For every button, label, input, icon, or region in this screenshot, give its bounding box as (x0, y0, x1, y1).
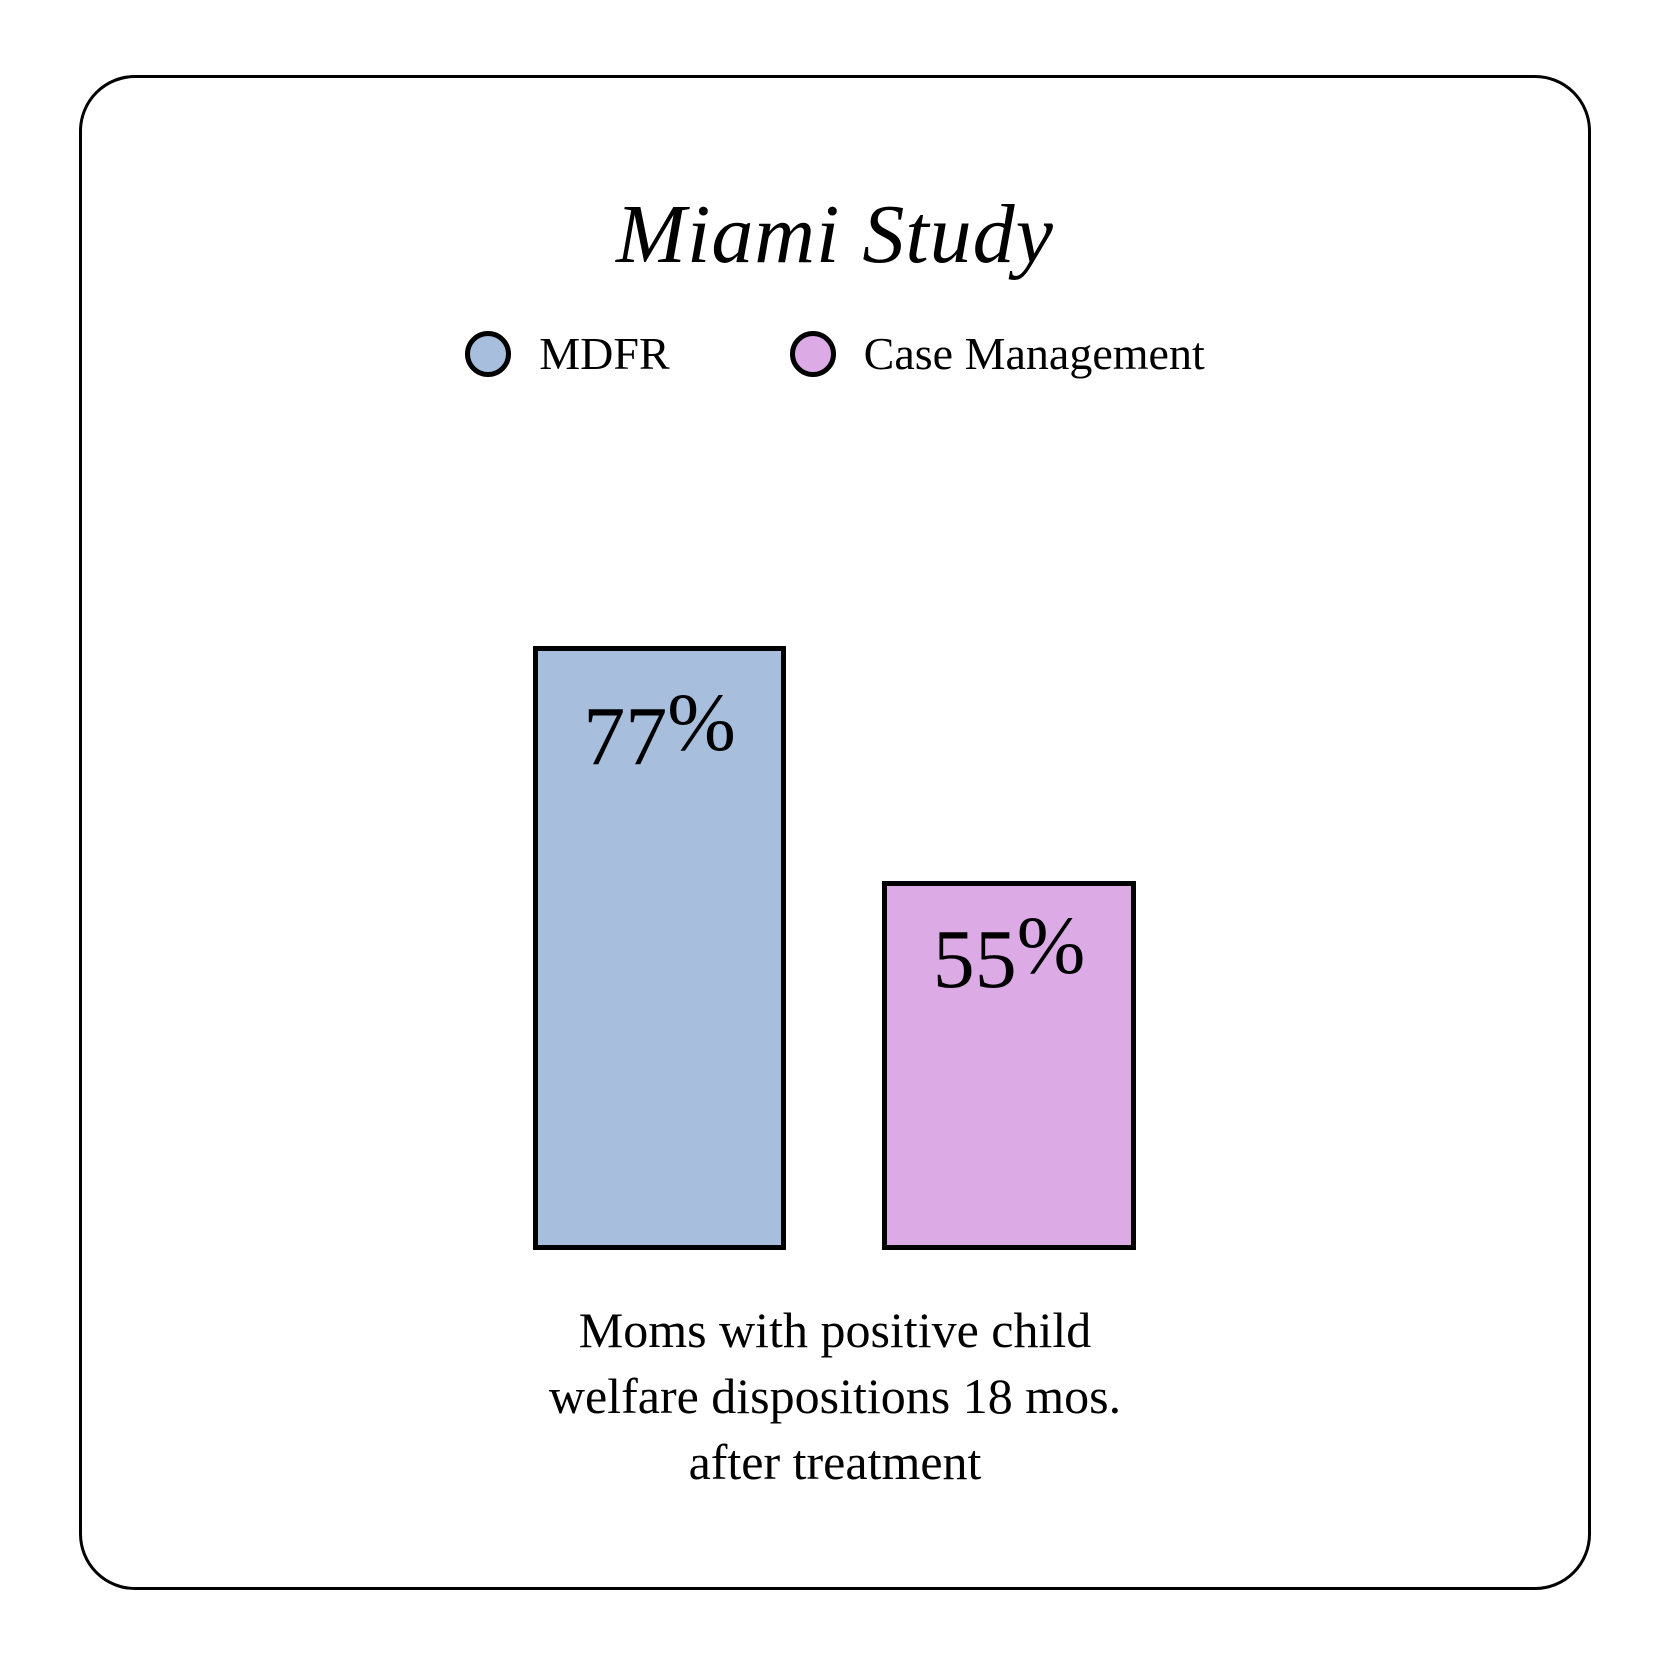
caption-line-2: welfare dispositions 18 mos. (548, 1368, 1122, 1424)
legend-item-mdfr: MDFR (465, 326, 670, 382)
bar-value-mdfr: 77% (538, 651, 781, 781)
chart-caption: Moms with positive child welfare disposi… (82, 1297, 1588, 1495)
legend-swatch-mdfr (465, 331, 512, 377)
caption-line-3: after treatment (688, 1434, 982, 1490)
bar-value-mdfr-percent-sign: % (667, 677, 736, 768)
chart-card: Miami Study MDFR Case Management 77% 55%… (79, 75, 1591, 1590)
legend-swatch-case-management (789, 331, 836, 377)
bar-case-management: 55% (882, 881, 1136, 1250)
bar-value-case-management: 55% (887, 886, 1131, 1004)
caption-line-1: Moms with positive child (578, 1302, 1092, 1358)
legend: MDFR Case Management (82, 326, 1588, 382)
bar-value-mdfr-number: 77 (583, 690, 668, 783)
bar-value-case-management-percent-sign: % (1016, 900, 1086, 991)
bar-mdfr: 77% (533, 646, 786, 1250)
legend-label-mdfr: MDFR (539, 328, 670, 379)
chart-title: Miami Study (616, 188, 1054, 281)
bar-value-case-management-number: 55 (932, 913, 1017, 1006)
legend-label-case-management: Case Management (863, 328, 1205, 379)
legend-item-case-management: Case Management (789, 326, 1205, 382)
